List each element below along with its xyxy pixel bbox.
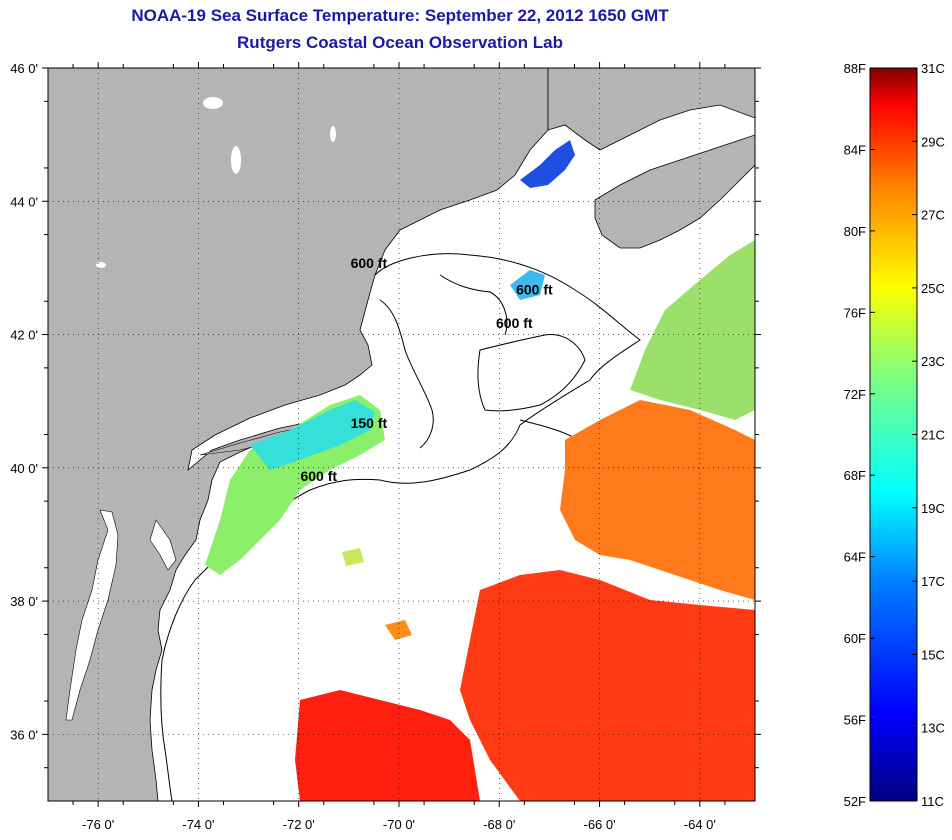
colorbar-f-label: 80F xyxy=(844,224,866,239)
bathymetry-contours xyxy=(160,253,641,801)
lon-tick-label: -64 0' xyxy=(684,817,716,832)
chesapeake-bay xyxy=(65,509,119,721)
colorbar-f-label: 64F xyxy=(844,550,866,565)
contour-label: 600 ft xyxy=(496,315,533,331)
lon-tick-label: -66 0' xyxy=(583,817,615,832)
colorbar-f-label: 84F xyxy=(844,142,866,157)
inland-lake xyxy=(203,97,223,109)
colorbar-c-label: 15C xyxy=(921,647,945,662)
colorbar-f-label: 52F xyxy=(844,794,866,809)
colorbar-c-label: 23C xyxy=(921,354,945,369)
nova-scotia xyxy=(594,134,755,249)
sst-gulf-maine xyxy=(510,270,545,300)
colorbar-c-label: 17C xyxy=(921,574,945,589)
colorbar-c-label: 11C xyxy=(921,794,944,809)
sst-shelf-cyan xyxy=(250,400,375,470)
colorbar-f-label: 76F xyxy=(844,305,866,320)
colorbar-c-label: 29C xyxy=(921,134,945,149)
graticule xyxy=(48,68,755,801)
colorbar xyxy=(869,67,918,802)
colorbar-c-label: 31C xyxy=(921,61,945,76)
colorbar-f-label: 56F xyxy=(844,713,866,728)
lon-tick-label: -76 0' xyxy=(82,817,114,832)
lat-tick-label: 38 0' xyxy=(10,594,38,609)
map-title: NOAA-19 Sea Surface Temperature: Septemb… xyxy=(131,6,669,25)
inland-lake xyxy=(231,146,241,174)
contour-label: 600 ft xyxy=(516,282,553,298)
sst-scotian-shelf xyxy=(630,240,755,420)
colorbar-f-label: 68F xyxy=(844,468,866,483)
inland-lake xyxy=(330,126,336,142)
colorbar-f-label: 88F xyxy=(844,61,866,76)
lat-tick-label: 44 0' xyxy=(10,194,38,209)
contour-label: 150 ft xyxy=(351,415,388,431)
contour-label: 600 ft xyxy=(300,468,337,484)
sst-small-patch xyxy=(385,620,412,640)
inland-lake xyxy=(96,262,106,268)
sst-southwest-red xyxy=(295,690,480,801)
contour-labels: 600 ft 600 ft 600 ft 150 ft 600 ft xyxy=(300,255,553,484)
colorbar-c-label: 25C xyxy=(921,281,945,296)
us-landmass xyxy=(48,68,549,801)
colorbar-c-label: 19C xyxy=(921,501,945,516)
delaware-bay xyxy=(149,519,177,571)
map-subtitle: Rutgers Coastal Ocean Observation Lab xyxy=(237,33,563,52)
colorbar-c-label: 21C xyxy=(921,428,945,443)
lat-tick-label: 40 0' xyxy=(10,461,38,476)
sst-gulf-stream-orange xyxy=(560,400,755,600)
colorbar-f-label: 72F xyxy=(844,387,866,402)
colorbar-c-label: 13C xyxy=(921,721,945,736)
colorbar-c-label: 27C xyxy=(921,208,945,223)
lon-tick-label: -74 0' xyxy=(182,817,214,832)
sst-small-patch xyxy=(342,548,364,566)
contour-label: 600 ft xyxy=(351,255,388,271)
axis-ticks: 46 0' 44 0' 42 0' 40 0' 38 0' 36 0' -76 0' -74 … xyxy=(10,61,761,832)
lat-tick-label: 42 0' xyxy=(10,328,38,343)
sst-gulf-stream-red xyxy=(460,570,755,801)
lat-tick-label: 36 0' xyxy=(10,727,38,742)
colorbar-f-label: 60F xyxy=(844,631,866,646)
lon-tick-label: -70 0' xyxy=(383,817,415,832)
lat-tick-label: 46 0' xyxy=(10,61,38,76)
lon-tick-label: -72 0' xyxy=(283,817,315,832)
sst-bay-of-fundy xyxy=(520,140,575,188)
colorbar-labels: 88F 84F 80F 76F 72F 68F 64F 60F 56F 52F 31C 29C 27C 2… xyxy=(844,61,945,809)
lon-tick-label: -68 0' xyxy=(483,817,515,832)
